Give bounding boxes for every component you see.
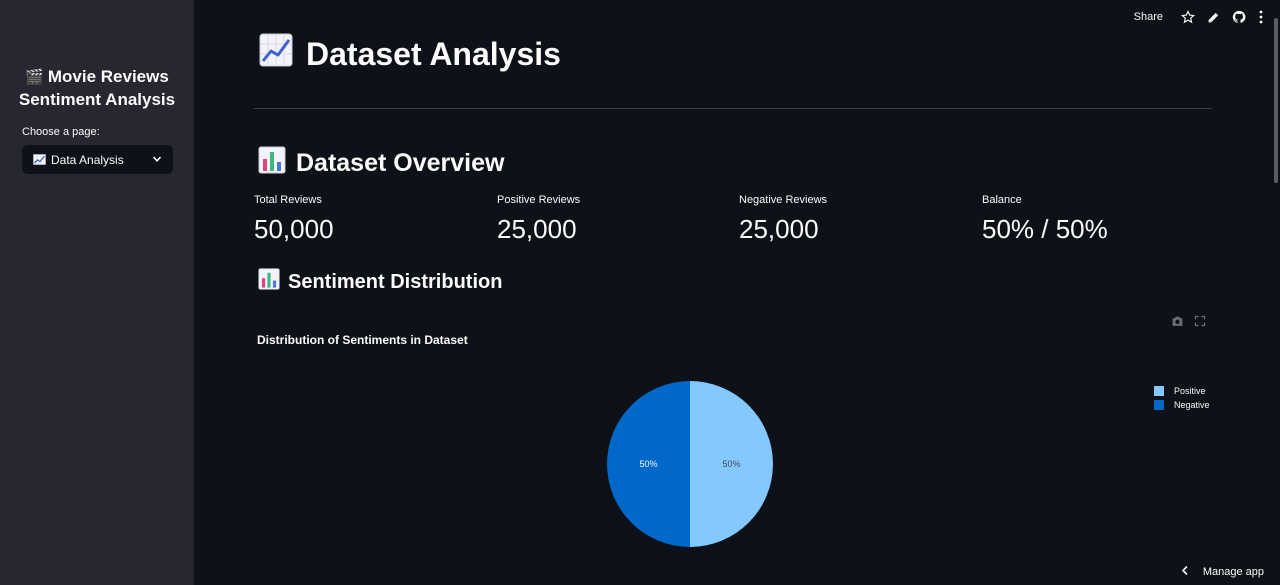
metric-value: 25,000 — [497, 214, 577, 244]
legend-swatch — [1154, 386, 1164, 396]
chart-title: Distribution of Sentiments in Dataset — [257, 333, 468, 347]
pie-chart: Distribution of Sentiments in Dataset 50… — [254, 310, 1214, 580]
metric-label: Total Reviews — [254, 194, 322, 206]
fullscreen-icon[interactable] — [1194, 314, 1206, 332]
metric-positive-reviews: Positive Reviews 25,000 — [497, 194, 580, 245]
chart-increasing-icon — [33, 154, 46, 165]
metric-label: Positive Reviews — [497, 194, 581, 206]
manage-app-button[interactable]: Manage app — [1181, 565, 1264, 579]
legend-label: Positive — [1174, 386, 1206, 396]
pie-label-negative: 50% — [639, 459, 657, 469]
more-vert-icon[interactable] — [1258, 10, 1264, 24]
page-select-value: Data Analysis — [51, 152, 124, 167]
bar-chart-icon — [258, 268, 280, 296]
overview-heading-text: Dataset Overview — [296, 149, 505, 177]
page-select-label: Choose a page: — [22, 126, 100, 138]
toolbar: Share — [1134, 10, 1264, 24]
pie-svg: 50% 50% — [607, 381, 773, 547]
metric-label: Balance — [982, 194, 1022, 206]
scrollbar[interactable] — [1272, 0, 1280, 585]
chart-legend: Positive Negative — [1154, 386, 1210, 414]
legend-label: Negative — [1174, 400, 1210, 410]
manage-app-label: Manage app — [1202, 566, 1264, 578]
metric-balance: Balance 50% / 50% — [982, 194, 1108, 245]
scrollbar-thumb[interactable] — [1274, 18, 1278, 183]
sidebar-title: 🎬 Movie Reviews Sentiment Analysis — [14, 66, 180, 111]
camera-icon[interactable] — [1171, 314, 1184, 332]
metric-label: Negative Reviews — [739, 194, 828, 206]
pie-slice-negative[interactable] — [607, 381, 690, 547]
metric-value: 50,000 — [254, 214, 334, 244]
chart-increasing-icon — [258, 32, 294, 76]
legend-item-negative[interactable]: Negative — [1154, 400, 1210, 410]
legend-swatch — [1154, 400, 1164, 410]
page-title: Dataset Analysis — [258, 32, 561, 76]
github-icon[interactable] — [1232, 10, 1246, 24]
bar-chart-icon — [258, 146, 286, 181]
divider — [254, 108, 1212, 109]
share-button[interactable]: Share — [1133, 11, 1163, 23]
page-title-text: Dataset Analysis — [306, 35, 561, 72]
chevron-left-icon — [1181, 565, 1189, 579]
distribution-heading: Sentiment Distribution — [258, 268, 502, 296]
sidebar-title-text: Movie Reviews Sentiment Analysis — [18, 67, 176, 109]
clapper-board-icon: 🎬 — [25, 69, 44, 86]
pie-slice-positive[interactable] — [690, 381, 773, 547]
chevron-down-icon — [152, 153, 162, 167]
edit-icon[interactable] — [1207, 11, 1220, 24]
page-select[interactable]: Data Analysis — [22, 145, 173, 174]
metric-value: 50% / 50% — [982, 214, 1108, 244]
metric-value: 25,000 — [739, 214, 819, 244]
overview-heading: Dataset Overview — [258, 146, 504, 181]
metric-negative-reviews: Negative Reviews 25,000 — [739, 194, 827, 245]
legend-item-positive[interactable]: Positive — [1154, 386, 1210, 396]
metric-total-reviews: Total Reviews 50,000 — [254, 194, 334, 245]
distribution-heading-text: Sentiment Distribution — [288, 270, 503, 293]
sidebar: 🎬 Movie Reviews Sentiment Analysis Choose… — [0, 0, 194, 585]
star-icon[interactable] — [1181, 10, 1195, 24]
chart-modebar — [1171, 314, 1206, 332]
pie-label-positive: 50% — [722, 459, 740, 469]
